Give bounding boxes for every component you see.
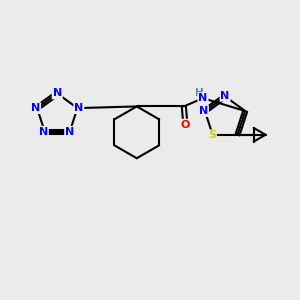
Text: N: N: [65, 127, 74, 137]
Text: N: N: [39, 127, 48, 137]
Text: S: S: [208, 130, 216, 140]
Text: N: N: [199, 106, 208, 116]
Text: H: H: [195, 88, 204, 98]
Text: N: N: [74, 103, 83, 113]
Text: N: N: [220, 91, 230, 101]
Text: N: N: [198, 93, 208, 103]
Text: N: N: [31, 103, 40, 113]
Text: N: N: [52, 88, 62, 98]
Text: O: O: [181, 120, 190, 130]
